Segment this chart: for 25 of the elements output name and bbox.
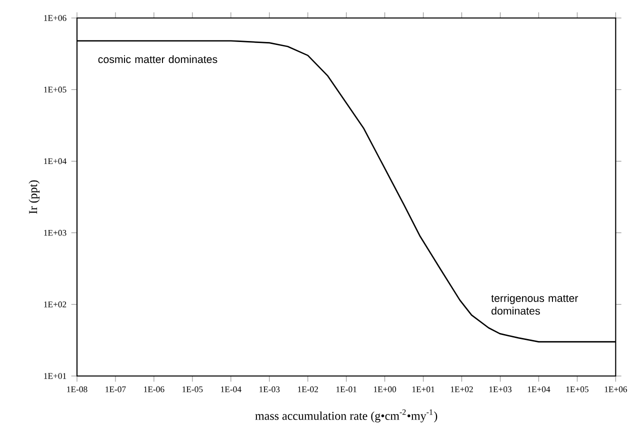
y-axis-title: Ir (ppt)	[28, 180, 40, 214]
x-tick-label: 1E+02	[450, 386, 473, 392]
x-tick-label: 1E+06	[604, 386, 627, 392]
x-tick-label: 1E-03	[260, 386, 280, 392]
x-tick-label: 1E+01	[412, 386, 434, 392]
x-tick-label: 1E+05	[566, 386, 588, 392]
x-tick-label: 1E-05	[182, 386, 203, 392]
x-axis-title: mass accumulation rate (g•cm$^{-2}$•my$^{-1}$)	[255, 409, 438, 422]
y-tick-label: 1E+06	[44, 15, 66, 21]
y-tick-label: 1E+05	[44, 86, 66, 93]
x-tick-label: 1E+04	[528, 386, 550, 392]
y-tick-label: 1E+04	[44, 158, 66, 164]
x-tick-label: 1E-07	[106, 386, 126, 392]
annotation: terrigenous matter dominates	[491, 294, 578, 315]
x-tick-label: 1E-08	[67, 386, 88, 392]
x-tick-label: 1E-04	[221, 386, 242, 392]
y-tick-label: 1E+03	[44, 230, 66, 236]
x-tick-label: 1E-02	[298, 386, 318, 392]
annotation: cosmic matter dominates	[98, 55, 218, 64]
x-tick-label: 1E-06	[144, 386, 164, 392]
x-tick-label: 1E-01	[336, 386, 356, 392]
y-tick-label: 1E+02	[44, 301, 66, 308]
y-tick-label: 1E+01	[44, 373, 66, 379]
x-tick-label: 1E+03	[489, 386, 512, 392]
x-tick-label: 1E+00	[374, 386, 396, 392]
